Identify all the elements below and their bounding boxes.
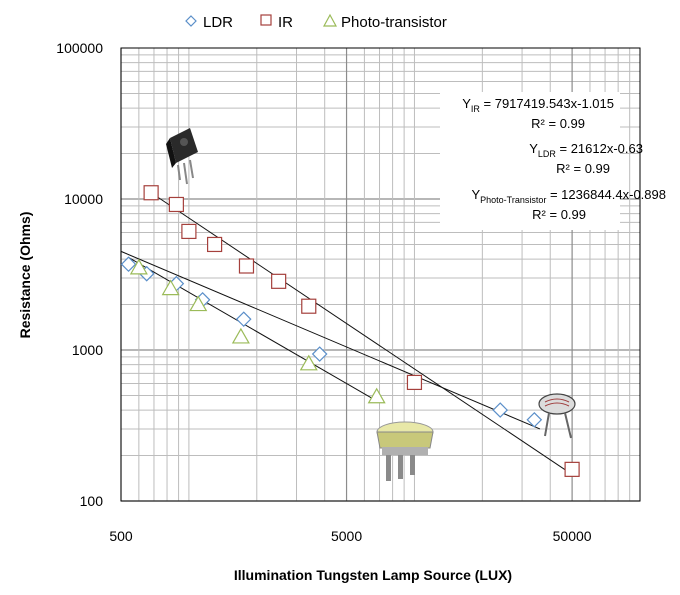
data-point-ldr: [120, 256, 137, 273]
equation-ldr-expr: = 21612x-0.63: [556, 141, 643, 156]
trendline-ldr: [120, 250, 541, 430]
data-point-ir: [301, 298, 317, 314]
x-tick-label: 500: [109, 528, 133, 544]
legend-marker-ir: [260, 14, 272, 26]
y-tick-label: 100000: [56, 40, 103, 56]
data-point-ir: [564, 461, 580, 477]
equation-ldr-sub: LDR: [538, 149, 557, 159]
data-point-ir: [206, 236, 223, 253]
equation-photo-transistor-text: YPhoto-Transistor = 1236844.4x-0.898: [471, 187, 666, 205]
y-tick-label: 1000: [72, 342, 103, 358]
data-point-ir: [181, 223, 197, 240]
data-point-ir: [143, 185, 159, 201]
y-tick-label: 100: [80, 493, 104, 509]
y-tick-label: 10000: [64, 191, 103, 207]
data-point-photo-transistor: [161, 279, 180, 296]
legend-marker-photo-transistor: [322, 13, 338, 27]
legend: LDR IR Photo-transistor: [185, 13, 447, 31]
tick-labels: 500 5000 50000 100 1000 10000 100000: [56, 40, 591, 544]
data-point-ir: [238, 258, 255, 274]
equation-ir-text: YIR = 7917419.543x-1.015: [462, 96, 614, 114]
photo-transistor-icon: [376, 421, 434, 481]
equation-ldr-text: YLDR = 21612x-0.63: [529, 141, 643, 159]
trendline-ir: [150, 192, 573, 475]
equation-photo-transistor-r2: R² = 0.99: [532, 207, 586, 222]
y-axis-title: Resistance (Ohms): [17, 212, 33, 339]
x-tick-label: 50000: [553, 528, 592, 544]
data-point-photo-transistor: [189, 295, 208, 312]
equation-ir-r2: R² = 0.99: [531, 116, 585, 131]
data-point-ldr: [526, 411, 543, 428]
equation-photo-transistor-base: Y: [471, 187, 480, 202]
equation-box: [440, 92, 620, 230]
x-axis-title: Illumination Tungsten Lamp Source (LUX): [234, 567, 512, 583]
plot-frame: [120, 47, 641, 502]
equation-ir: YIR = 7917419.543x-1.015 R² = 0.99: [462, 96, 614, 131]
data-point-ir: [168, 196, 184, 213]
legend-label-photo-transistor: Photo-transistor: [341, 14, 447, 31]
trendline-photo-transistor: [128, 257, 377, 402]
data-points: [120, 185, 580, 477]
ldr-sensor-icon: [538, 393, 576, 439]
data-point-photo-transistor: [129, 258, 148, 275]
equation-ldr-r2: R² = 0.99: [556, 161, 610, 176]
data-point-ldr: [311, 346, 328, 362]
legend-marker-ldr: [185, 15, 197, 27]
equation-photo-transistor-sub: Photo-Transistor: [480, 195, 546, 205]
data-point-photo-transistor: [231, 327, 250, 344]
ir-sensor-icon: [166, 128, 198, 185]
data-point-photo-transistor: [299, 354, 318, 371]
equation-ldr-base: Y: [529, 141, 538, 156]
data-point-ir: [271, 273, 287, 289]
equation-photo-transistor: YPhoto-Transistor = 1236844.4x-0.898 R² …: [471, 187, 666, 222]
equation-ir-sub: IR: [471, 104, 481, 114]
x-tick-label: 5000: [331, 528, 362, 544]
legend-label-ir: IR: [278, 14, 293, 31]
equation-ldr: YLDR = 21612x-0.63 R² = 0.99: [529, 141, 643, 176]
data-point-ldr: [235, 311, 252, 328]
data-point-photo-transistor: [367, 387, 386, 404]
data-point-ir: [406, 374, 423, 391]
equation-ir-expr: = 7917419.543x-1.015: [480, 96, 614, 111]
legend-label-ldr: LDR: [203, 14, 233, 31]
data-point-ldr: [492, 402, 509, 418]
equation-photo-transistor-expr: = 1236844.4x-0.898: [546, 187, 666, 202]
equation-ir-base: Y: [462, 96, 471, 111]
